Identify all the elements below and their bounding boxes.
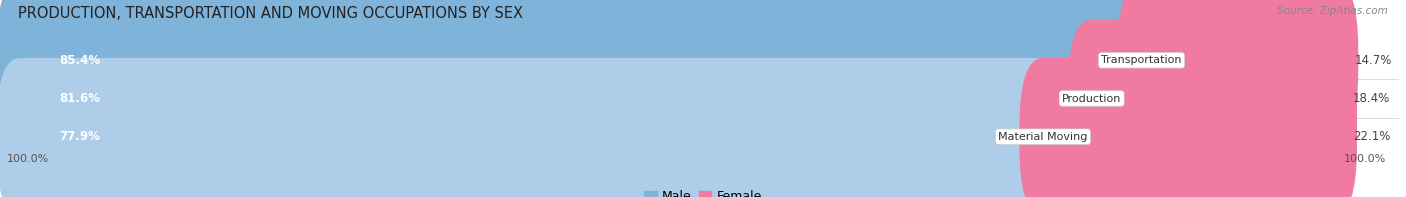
Text: 77.9%: 77.9% [59, 130, 100, 143]
Text: Material Moving: Material Moving [998, 132, 1088, 142]
Text: 85.4%: 85.4% [59, 54, 101, 67]
FancyBboxPatch shape [0, 58, 1067, 197]
FancyBboxPatch shape [0, 58, 1357, 197]
FancyBboxPatch shape [1118, 0, 1358, 139]
Text: 18.4%: 18.4% [1353, 92, 1391, 105]
FancyBboxPatch shape [0, 20, 1357, 177]
Text: 100.0%: 100.0% [7, 154, 49, 164]
Legend: Male, Female: Male, Female [640, 185, 766, 197]
FancyBboxPatch shape [0, 0, 1357, 139]
Text: 14.7%: 14.7% [1354, 54, 1392, 67]
Text: 22.1%: 22.1% [1353, 130, 1391, 143]
FancyBboxPatch shape [0, 20, 1115, 177]
FancyBboxPatch shape [0, 0, 1166, 139]
Text: PRODUCTION, TRANSPORTATION AND MOVING OCCUPATIONS BY SEX: PRODUCTION, TRANSPORTATION AND MOVING OC… [18, 6, 523, 21]
FancyBboxPatch shape [1019, 58, 1357, 197]
Text: 81.6%: 81.6% [59, 92, 101, 105]
Text: Production: Production [1062, 94, 1122, 103]
FancyBboxPatch shape [1069, 20, 1357, 177]
Text: 100.0%: 100.0% [1344, 154, 1386, 164]
Text: Transportation: Transportation [1101, 55, 1182, 65]
Text: Source: ZipAtlas.com: Source: ZipAtlas.com [1277, 6, 1388, 16]
